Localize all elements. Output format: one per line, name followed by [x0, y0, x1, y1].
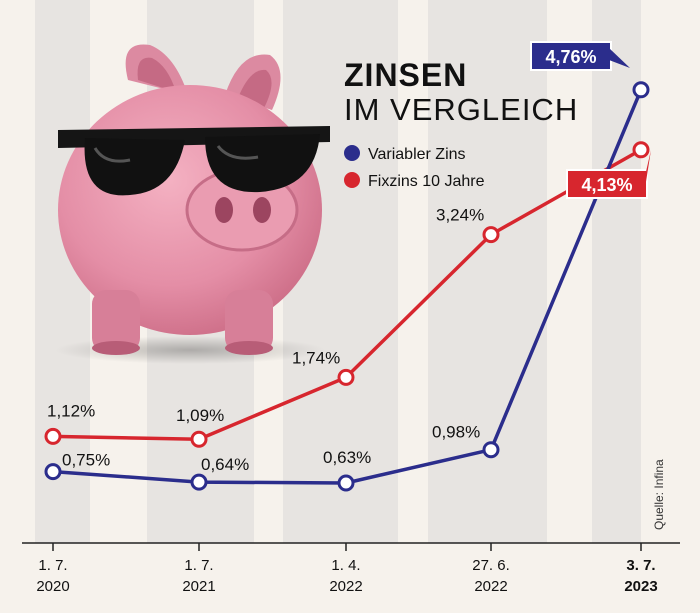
data-point — [190, 430, 208, 448]
legend-label-fixed: Fixzins 10 Jahre — [368, 173, 485, 190]
data-point — [337, 474, 355, 492]
data-label: 3,24% — [436, 206, 484, 225]
data-point — [482, 226, 500, 244]
x-tick-label: 3. 7. — [626, 557, 655, 574]
x-tick-label: 2022 — [474, 578, 507, 595]
highlight-value: 4,13% — [581, 175, 632, 195]
data-label: 1,74% — [292, 348, 340, 367]
highlight-label: 4,76% — [530, 41, 630, 71]
background-stripe — [592, 0, 641, 543]
legend-marker-variable — [344, 145, 360, 161]
data-label: 1,09% — [176, 406, 224, 425]
x-axis: 1. 7. 2020 1. 7. 2021 1. 4. 2022 27. 6. 2022 3. … — [22, 542, 680, 595]
data-label: 0,63% — [323, 448, 371, 467]
chart-subtitle: IM VERGLEICH — [344, 92, 578, 127]
data-label: 0,98% — [432, 423, 480, 442]
highlight-pointer — [609, 48, 630, 68]
piggy-bank-icon — [55, 44, 330, 364]
highlight-value: 4,76% — [545, 47, 596, 67]
highlight-box — [566, 169, 648, 199]
series-points — [44, 81, 650, 492]
x-tick-label: 2020 — [36, 578, 69, 595]
data-label: 1,12% — [47, 401, 95, 420]
x-tick-label: 27. 6. — [472, 557, 510, 574]
data-point — [44, 427, 62, 445]
x-tick-label: 2021 — [182, 578, 215, 595]
x-tick-label: 2023 — [624, 578, 657, 595]
chart-title: ZINSEN — [344, 57, 467, 93]
data-labels: 0,75% 0,64% 0,63% 0,98% 1,12% 1,09% 1,74% 3,24%… — [47, 41, 651, 474]
source-note: Quelle: Infina — [652, 459, 666, 530]
x-tick-label: 1. 7. — [184, 557, 213, 574]
data-point — [190, 473, 208, 491]
legend-marker-fixed — [344, 172, 360, 188]
legend-label-variable: Variabler Zins — [368, 146, 466, 163]
data-point — [482, 441, 500, 459]
data-point — [632, 141, 650, 159]
data-label: 0,75% — [62, 451, 110, 470]
data-point — [337, 368, 355, 386]
data-point — [44, 463, 62, 481]
highlight-label: 4,13% — [566, 150, 651, 199]
x-tick-label: 1. 7. — [38, 557, 67, 574]
highlight-box — [530, 41, 612, 71]
highlight-pointer — [645, 150, 651, 188]
data-label: 0,64% — [201, 455, 249, 474]
x-tick-label: 2022 — [329, 578, 362, 595]
x-tick-label: 1. 4. — [331, 557, 360, 574]
data-point — [632, 81, 650, 99]
